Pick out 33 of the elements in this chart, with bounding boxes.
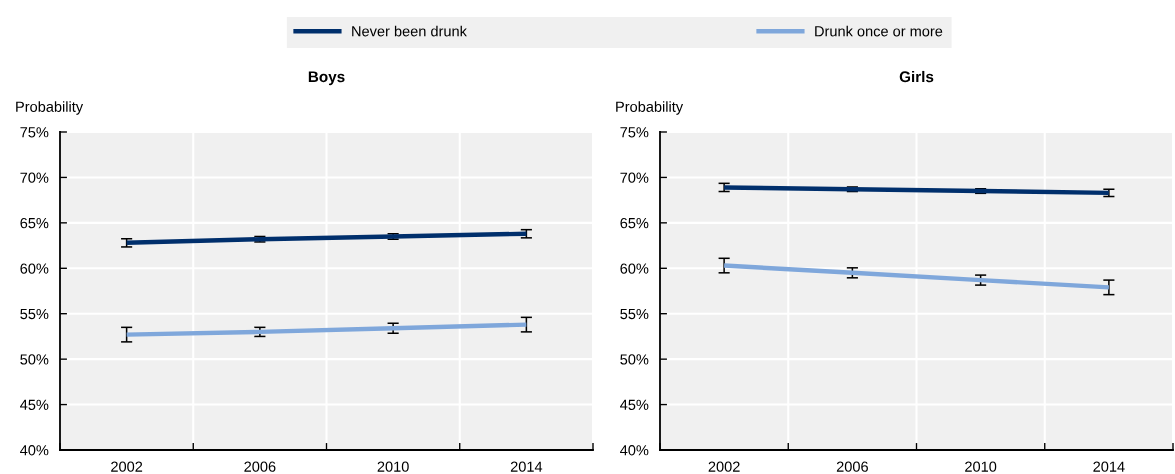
x-tick-label: 2002 (111, 461, 143, 472)
y-tick-label: 60% (620, 263, 649, 274)
y-tick-label: 65% (20, 217, 49, 229)
y-axis-title: Probability (16, 101, 84, 115)
legend-label: Drunk once or more (815, 25, 943, 37)
y-tick-label: 75% (20, 127, 49, 138)
y-tick-label: 40% (620, 445, 649, 456)
x-tick-label: 2006 (244, 461, 276, 472)
y-axis-title: Probability (616, 101, 684, 115)
x-tick-label: 2014 (510, 461, 543, 472)
y-tick-label: 70% (20, 172, 49, 183)
y-tick-label: 55% (20, 308, 49, 320)
legend-label: Never been drunk (352, 25, 467, 37)
x-tick-label: 2006 (836, 461, 868, 472)
line-series (124, 322, 529, 337)
x-tick-label: 2010 (965, 461, 997, 472)
y-tick-label: 45% (20, 399, 49, 410)
line-series (124, 231, 529, 246)
chart-title: Girls (899, 70, 934, 83)
line-series (721, 263, 1112, 290)
y-tick-label: 55% (620, 308, 649, 320)
y-tick-label: 50% (20, 354, 49, 365)
y-tick-label: 65% (620, 217, 649, 229)
x-tick-label: 2002 (708, 461, 740, 472)
y-tick-label: 60% (20, 263, 49, 274)
x-tick-label: 2014 (1093, 461, 1125, 472)
y-tick-label: 75% (620, 127, 649, 138)
y-tick-label: 45% (620, 399, 649, 410)
chart-title: Boys (308, 71, 345, 86)
y-tick-label: 70% (620, 172, 649, 183)
y-tick-label: 50% (620, 354, 649, 365)
x-tick-label: 2010 (377, 461, 409, 472)
y-tick-label: 40% (20, 445, 49, 456)
